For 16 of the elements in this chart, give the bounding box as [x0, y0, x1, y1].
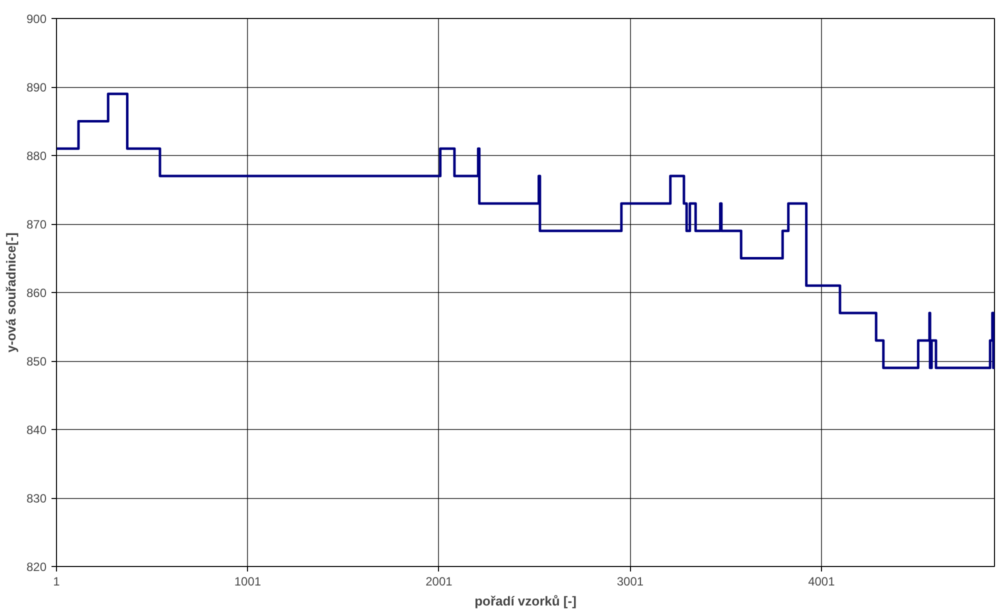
x-axis-title: pořadí vzorků [-]	[474, 594, 576, 608]
x-tick-label: 2001	[426, 574, 453, 588]
x-tick-label: 1001	[234, 574, 262, 588]
y-tick-label: 860	[26, 286, 47, 300]
y-tick-label: 830	[26, 492, 47, 506]
y-tick-label: 840	[26, 423, 47, 437]
x-tick-label: 4001	[808, 574, 836, 588]
y-tick-label: 880	[26, 149, 47, 163]
y-tick-label: 890	[26, 80, 47, 94]
x-tick-label: 1	[53, 574, 60, 588]
y-tick-label: 900	[26, 12, 47, 26]
y-tick-label: 870	[26, 218, 47, 232]
y-tick-label: 850	[26, 354, 47, 368]
x-tick-label: 3001	[616, 574, 644, 588]
y-tick-label: 820	[26, 560, 47, 574]
y-axis-title: y-ová souřadnice[-]	[3, 232, 18, 352]
